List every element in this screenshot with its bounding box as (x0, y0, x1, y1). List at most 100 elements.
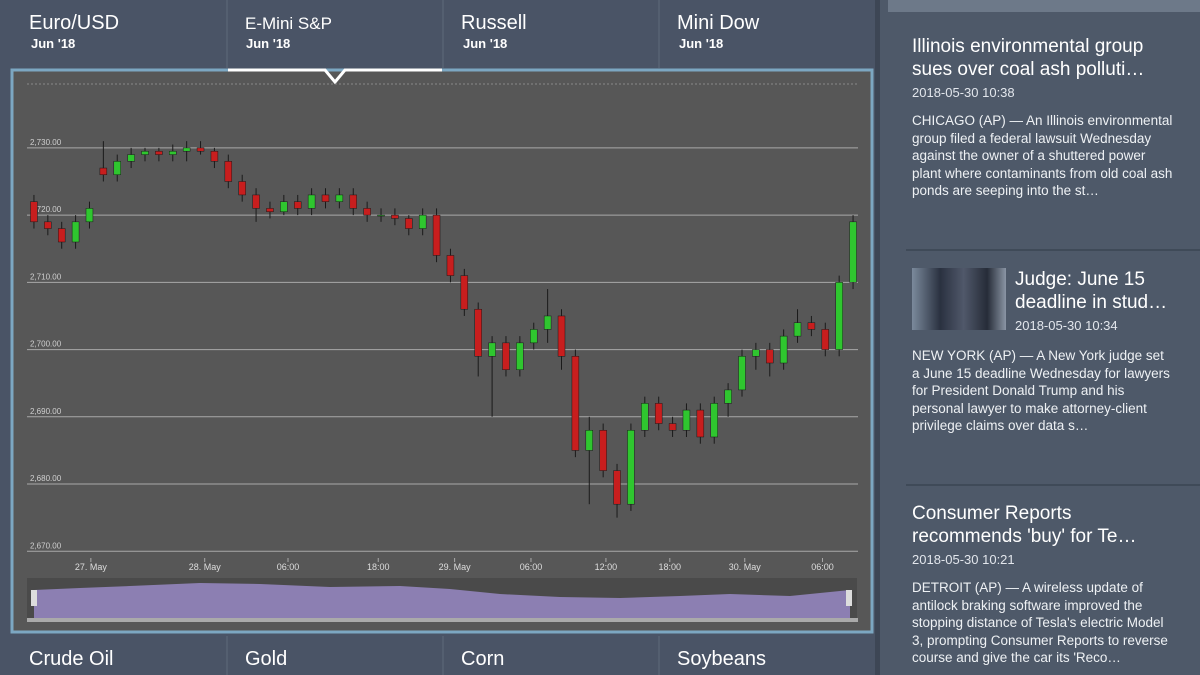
tab-name[interactable]: Corn (461, 648, 504, 670)
news-title[interactable]: Judge: June 15 deadline in stud… (1015, 269, 1168, 313)
candle-body (557, 315, 566, 357)
x-tick-label: 06:00 (811, 562, 834, 572)
navigator (27, 578, 858, 622)
news-title[interactable]: Illinois environmental group sues over c… (912, 36, 1145, 80)
selected-tab-indicator (228, 68, 442, 85)
news-body: CHICAGO (AP) — An Illinois environmental… (912, 113, 1173, 198)
candle-body (627, 430, 635, 505)
candle-body (779, 335, 788, 364)
x-tick-label: 27. May (75, 562, 108, 572)
chart-frame (10, 68, 874, 634)
candle-body (488, 342, 496, 357)
candle-body (613, 470, 621, 505)
candle-body (71, 221, 80, 243)
plot: 2,670.00 2,680.00 2,690.00 2,700.00 2,710.00… (27, 138, 858, 616)
candle-body (266, 208, 274, 212)
x-tick-label: 18:00 (367, 562, 390, 572)
tab-name[interactable]: Mini Dow (677, 12, 760, 34)
candle-body (169, 150, 177, 155)
candle-body (849, 221, 857, 283)
navigator-handle[interactable] (846, 590, 852, 606)
news-item-body: NEW YORK (AP) — A New York judge set a J… (912, 335, 1174, 435)
candle-body (502, 342, 510, 370)
candle-body (446, 255, 455, 276)
candle-body (196, 147, 205, 152)
navigator-handle[interactable] (31, 590, 37, 606)
news-item[interactable]: Illinois environmental group sues over c… (912, 35, 1174, 200)
candle-body (696, 409, 705, 438)
news-item[interactable]: Consumer Reports recommends 'buy' for Te… (912, 502, 1174, 667)
candle-body (599, 430, 607, 471)
candle-body (294, 201, 302, 209)
news-date: 2018-05-30 10:34 (1015, 318, 1118, 333)
y-tick-label: 2,690.00 (30, 407, 62, 416)
candle-body (391, 214, 399, 219)
news-header (888, 0, 1200, 12)
candle-body (99, 167, 108, 176)
candle-body (141, 150, 149, 155)
y-tick-label: 2,670.00 (30, 541, 62, 550)
candle-body (349, 194, 357, 209)
candle-body (335, 194, 344, 202)
x-tick-label: 06:00 (520, 562, 543, 572)
candle-body (224, 161, 233, 182)
x-tick-label: 06:00 (277, 562, 300, 572)
candle-body (585, 430, 593, 451)
tab-name[interactable]: Gold (245, 648, 287, 670)
candle-body (710, 403, 718, 438)
top-tabs: Euro/USD Jun '18 E-Mini S&P Jun '18 Russ… (29, 0, 760, 68)
candle-body (321, 194, 330, 202)
x-tick-label: 18:00 (659, 562, 682, 572)
tab-name[interactable]: Russell (461, 12, 527, 34)
bottom-tabs: Crude Oil Gold Corn Soybeans (29, 636, 766, 675)
news-panel: Illinois environmental group sues over c… (880, 0, 1200, 675)
news-body: NEW YORK (AP) — A New York judge set a J… (912, 348, 1170, 433)
news-title[interactable]: Consumer Reports recommends 'buy' for Te… (912, 503, 1137, 547)
candle-body (641, 403, 649, 431)
candle-body (752, 349, 760, 357)
x-tick-label: 12:00 (595, 562, 618, 572)
candle-body (571, 356, 580, 451)
candle-body (738, 356, 746, 391)
candle-body (57, 228, 66, 243)
candle-body (405, 218, 413, 229)
market-panel: Euro/USD Jun '18 E-Mini S&P Jun '18 Russ… (0, 0, 875, 675)
y-tick-label: 2,680.00 (30, 474, 62, 483)
candle-body (530, 329, 538, 344)
tab-contract[interactable]: Jun '18 (246, 36, 290, 51)
tab-name[interactable]: E-Mini S&P (245, 14, 332, 33)
x-tick-label: 29. May (439, 562, 472, 572)
tab-name[interactable]: Crude Oil (29, 648, 113, 670)
news-item[interactable]: Judge: June 15 deadline in stud… 2018-05… (1015, 268, 1180, 333)
tab-name[interactable]: Euro/USD (29, 12, 119, 34)
candle-body (418, 214, 427, 229)
y-tick-label: 2,720.00 (30, 205, 62, 214)
x-tick-label: 28. May (189, 562, 222, 572)
y-tick-label: 2,730.00 (30, 138, 62, 147)
candle-body (460, 275, 469, 310)
candle-body (668, 423, 677, 431)
candle-body (821, 329, 830, 350)
candle-body (127, 154, 135, 162)
news-body: DETROIT (AP) — A wireless update of anti… (912, 580, 1168, 665)
tab-name[interactable]: Soybeans (677, 648, 766, 670)
candle-body (543, 315, 552, 330)
candle-body (835, 282, 843, 350)
candle-body (432, 214, 441, 256)
candle-body (807, 322, 816, 330)
candle-body (766, 349, 774, 364)
separator (906, 249, 1200, 251)
news-thumbnail[interactable] (912, 268, 1006, 330)
candle-body (724, 389, 732, 404)
tab-contract[interactable]: Jun '18 (31, 36, 75, 51)
tab-contract[interactable]: Jun '18 (463, 36, 507, 51)
candle-body (113, 161, 121, 176)
candle-body (363, 208, 371, 216)
tab-contract[interactable]: Jun '18 (679, 36, 723, 51)
y-tick-label: 2,710.00 (30, 272, 62, 281)
y-tick-label: 2,700.00 (30, 340, 62, 349)
candle-body (44, 221, 52, 229)
candle-body (155, 150, 163, 155)
candle-body (85, 208, 94, 223)
